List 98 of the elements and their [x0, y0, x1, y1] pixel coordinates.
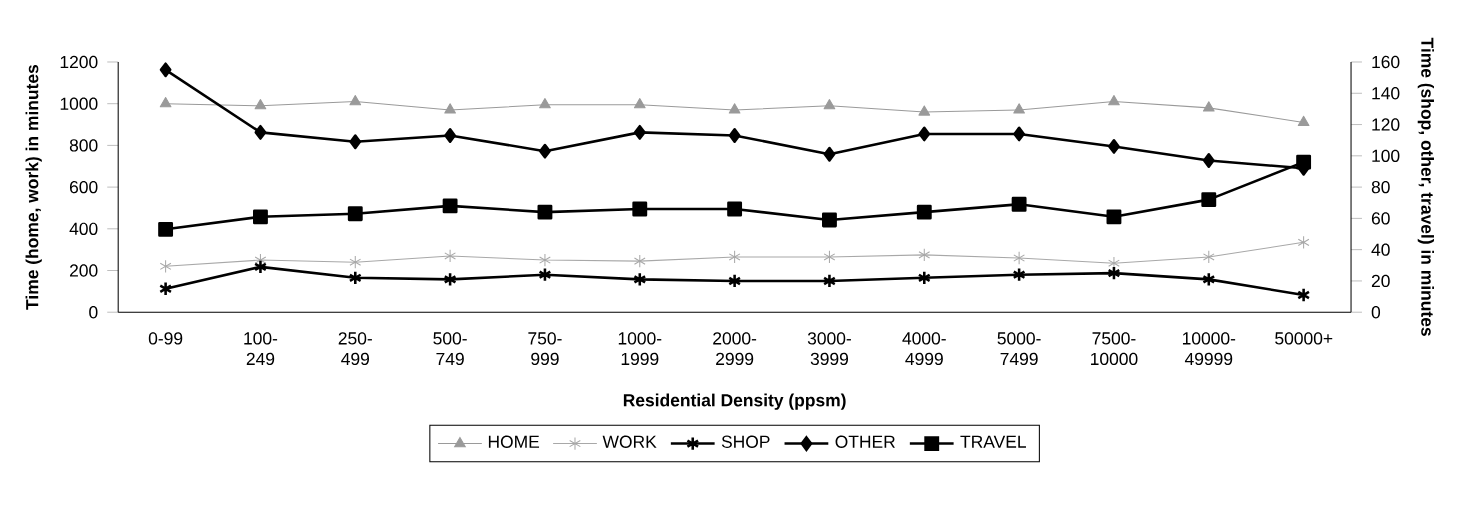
point — [539, 143, 551, 159]
point — [1107, 265, 1121, 281]
x-tick-label: 50000+ — [1275, 332, 1333, 345]
x-tick-label: 5000-7499 — [997, 332, 1041, 366]
x-tick-label: 4000-4999 — [902, 332, 946, 366]
point — [1108, 138, 1120, 154]
point — [727, 201, 743, 217]
point — [539, 98, 551, 109]
point — [347, 206, 363, 222]
point — [728, 103, 741, 114]
point — [633, 98, 646, 109]
point — [443, 271, 457, 287]
y-tick-label: 400 — [69, 222, 98, 235]
point — [633, 271, 647, 287]
legend-label: SHOP — [721, 435, 770, 448]
point — [822, 212, 837, 228]
point — [728, 250, 741, 264]
y-tick-label: 1200 — [60, 55, 98, 69]
y-tick-label: 1000 — [60, 97, 98, 110]
point — [253, 259, 268, 275]
point — [1106, 209, 1122, 225]
y2-axis-title: Time (shop, other, travel) in minutes — [1417, 37, 1434, 336]
point — [633, 254, 646, 268]
point — [823, 250, 836, 264]
point — [1297, 287, 1311, 303]
point — [823, 146, 836, 162]
point — [537, 204, 553, 220]
legend-label: TRAVEL — [960, 435, 1026, 448]
point — [918, 126, 931, 142]
y2-tick-label: 20 — [1371, 274, 1390, 288]
point — [442, 198, 458, 214]
point — [918, 105, 931, 116]
y2-tick-label: 0 — [1371, 305, 1381, 319]
y-tick-label: 0 — [89, 305, 98, 319]
x-tick-label: 500-749 — [433, 332, 467, 366]
point — [1013, 103, 1025, 114]
point — [444, 103, 456, 114]
y2-tick-label: 60 — [1371, 212, 1390, 225]
point — [254, 124, 267, 140]
x-axis-title: Residential Density (ppsm) — [623, 393, 846, 410]
point — [539, 253, 551, 267]
y-tick-label: 600 — [69, 180, 98, 194]
point — [1202, 101, 1215, 112]
x-tick-label: 7500-10000 — [1091, 332, 1138, 366]
x-tick-label: 2000-2999 — [713, 332, 757, 366]
point — [823, 99, 836, 110]
point — [159, 281, 173, 297]
x-tick-label: 3000-3999 — [807, 332, 851, 366]
point — [159, 62, 172, 78]
point — [158, 221, 174, 237]
y-axis-title: Time (home, work) in minutes — [25, 64, 42, 310]
y-tick-label: 800 — [69, 139, 98, 152]
point — [1108, 94, 1120, 106]
x-tick-label: 1000-1999 — [618, 332, 662, 366]
point — [1011, 196, 1027, 212]
point — [349, 255, 362, 269]
y2-tick-label: 100 — [1372, 149, 1400, 162]
point — [159, 96, 172, 108]
point — [1013, 126, 1026, 142]
legend-label: OTHER — [835, 435, 895, 448]
point — [444, 249, 456, 263]
point — [1202, 153, 1215, 168]
y2-tick-label: 120 — [1372, 118, 1400, 131]
legend-label: HOME — [488, 435, 540, 448]
x-tick-label: 750-999 — [528, 332, 562, 366]
point — [254, 99, 267, 110]
point — [349, 134, 362, 150]
point — [917, 270, 931, 286]
point — [632, 201, 648, 217]
point — [918, 248, 931, 262]
point — [253, 209, 268, 225]
point — [1297, 235, 1310, 249]
point — [728, 273, 742, 289]
point — [444, 128, 456, 143]
point — [538, 267, 552, 283]
y-tick-label: 200 — [69, 264, 98, 277]
y2-tick-label: 140 — [1372, 87, 1400, 100]
y2-tick-label: 160 — [1372, 55, 1400, 69]
legend-label: WORK — [602, 435, 657, 448]
point — [159, 259, 172, 273]
x-tick-label: 250-499 — [338, 332, 372, 366]
point — [1013, 251, 1025, 265]
point — [916, 204, 932, 220]
y2-tick-label: 80 — [1371, 180, 1390, 194]
y2-tick-label: 40 — [1371, 243, 1390, 256]
x-tick-label: 10000-49999 — [1182, 332, 1236, 366]
point — [1202, 250, 1215, 264]
point — [1012, 267, 1026, 283]
point — [349, 94, 362, 106]
x-tick-label: 0-99 — [148, 332, 183, 345]
point — [1297, 115, 1310, 127]
point — [822, 273, 837, 289]
x-tick-label: 100-249 — [244, 332, 278, 366]
point — [348, 270, 362, 286]
point — [728, 128, 741, 143]
point — [1202, 271, 1216, 287]
point — [633, 124, 646, 140]
point — [1201, 192, 1217, 207]
